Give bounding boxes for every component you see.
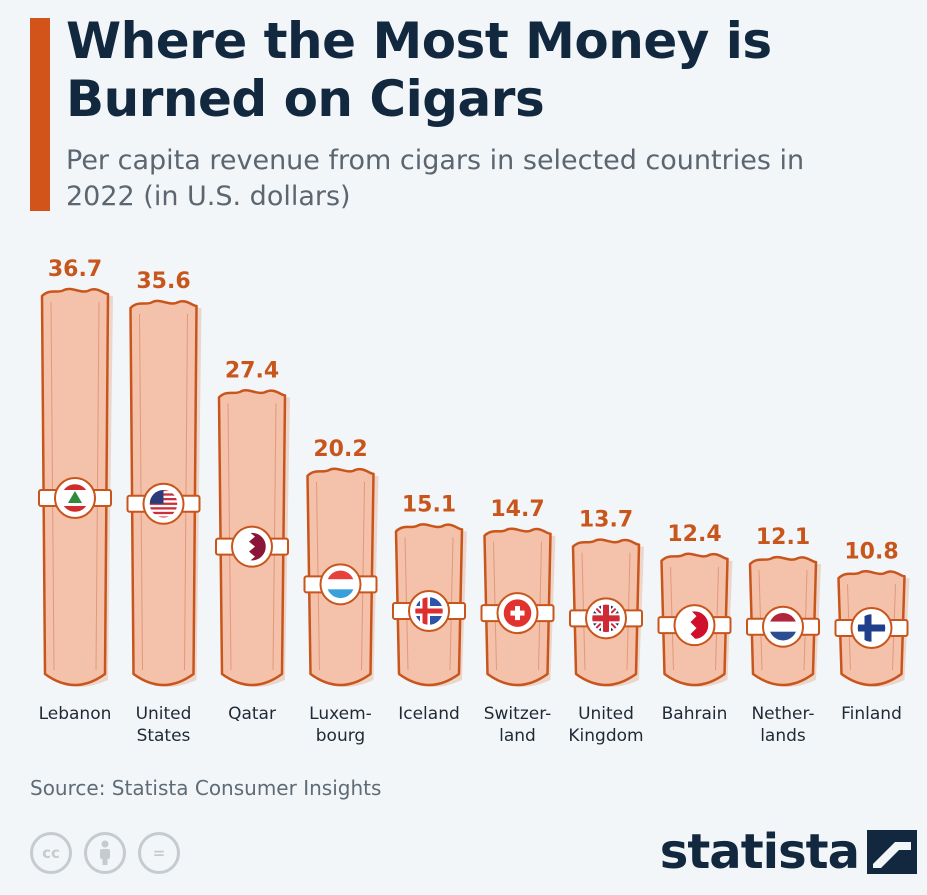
category-label: Finland <box>841 704 902 724</box>
category-label: Lebanon <box>39 704 112 724</box>
category-label: Iceland <box>398 704 460 724</box>
cigar-bar: 12.1 Nether-lands <box>746 525 821 746</box>
value-label: 15.1 <box>402 492 456 517</box>
value-label: 35.6 <box>136 269 190 294</box>
value-label: 13.7 <box>579 508 633 533</box>
cigar-bar: 15.1 Iceland <box>392 492 467 724</box>
cigar-texture <box>139 313 188 671</box>
category-label: Kingdom <box>568 726 643 746</box>
category-label: United <box>578 704 634 724</box>
value-label: 10.8 <box>844 539 898 564</box>
category-label: States <box>137 726 191 746</box>
luxembourg-flag-icon <box>325 569 356 600</box>
category-label: Switzer- <box>484 704 552 724</box>
category-label: bourg <box>316 726 365 746</box>
license-icons: cc = <box>30 832 180 874</box>
category-label: Qatar <box>228 704 276 724</box>
category-label: Luxem- <box>309 704 372 724</box>
value-label: 27.4 <box>225 358 279 383</box>
category-label: lands <box>760 726 806 746</box>
cigar-texture <box>227 403 277 671</box>
cigar-bar-chart: 36.7Lebanon35.6UnitedStates27.4Qatar20.2… <box>38 257 910 746</box>
statista-brand[interactable]: statista <box>660 824 917 880</box>
cigar-texture <box>50 301 100 671</box>
category-label: United <box>136 704 192 724</box>
statista-logo-icon <box>867 830 917 874</box>
value-label: 20.2 <box>313 437 367 462</box>
cc-icon[interactable]: cc <box>30 832 72 874</box>
value-label: 14.7 <box>490 497 544 522</box>
netherlands-flag-icon <box>768 611 798 642</box>
cigar-bar: 36.7 Lebanon <box>38 257 113 724</box>
category-label: land <box>499 726 536 746</box>
category-label: Bahrain <box>662 704 728 724</box>
value-label: 36.7 <box>48 257 102 282</box>
no-derivatives-icon[interactable]: = <box>138 832 180 874</box>
cigar-bar: 14.7 Switzer-land <box>480 497 556 746</box>
value-label: 12.4 <box>667 522 721 547</box>
chart-title: Where the Most Money is Burned on Cigars <box>66 12 772 128</box>
cigar-bar: 27.4 Qatar <box>215 358 290 724</box>
brand-name: statista <box>659 824 860 880</box>
cigar-bar: 10.8 Finland <box>834 539 910 724</box>
cigar-bar: 12.4 Bahrain <box>657 522 733 724</box>
value-label: 12.1 <box>756 525 810 550</box>
attribution-icon[interactable] <box>84 832 126 874</box>
title-accent-bar <box>30 18 50 211</box>
cigar-bar: 20.2 Luxem-bourg <box>303 437 379 746</box>
source-note: Source: Statista Consumer Insights <box>30 776 382 800</box>
chart-subtitle: Per capita revenue from cigars in select… <box>66 145 805 212</box>
category-label: Nether- <box>751 704 814 724</box>
